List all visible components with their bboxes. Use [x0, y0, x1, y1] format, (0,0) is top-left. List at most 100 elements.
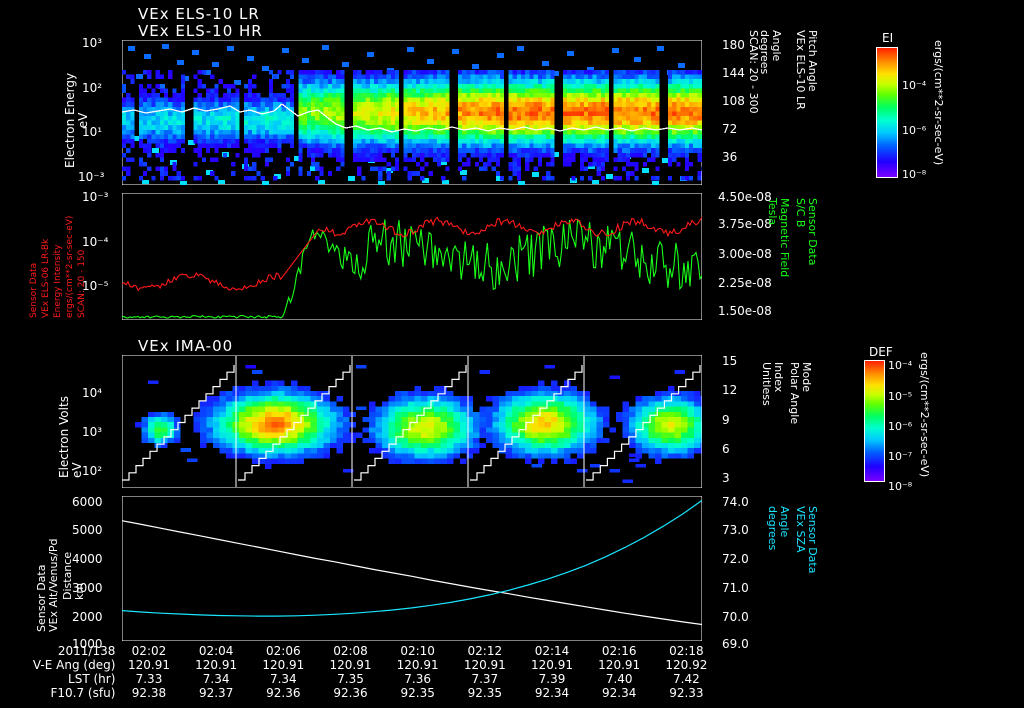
panel2-left-axis-label: Sensor Data [29, 262, 39, 318]
cell-f107-0: 92.38 [131, 686, 167, 700]
cell-lst-7: 7.40 [605, 672, 633, 686]
panel2-right-tick-4: 2.25e-08 [718, 276, 772, 290]
table-row-time: 2011/138 02:02 02:04 02:06 02:08 02:10 02:12 0… [0, 644, 720, 658]
panel3-right-tick-4: 6 [722, 442, 730, 456]
row-label-date: 2011/138 [57, 644, 116, 658]
panel4-right-tick-6: 69.0 [722, 637, 749, 651]
colorbar2-tick-2: 10⁻⁵ [888, 390, 913, 403]
panel4-left-axis-label: Sensor Data VEx Alt/Venus/Pd [35, 538, 60, 632]
cell-f107-7: 92.34 [602, 686, 637, 700]
panel3-right-tick-2: 12 [722, 383, 738, 397]
panel2-left-axis-label3: Energy Intensity [53, 244, 63, 318]
panel1-right-tick-36: 36 [722, 150, 738, 164]
cell-ve_ang-1: 120.91 [195, 658, 238, 672]
panel2-plot[interactable] [122, 193, 702, 320]
panel2-right-tick-3: 3.00e-08 [718, 247, 772, 261]
panel3-y-tick-2: 10³ [82, 425, 103, 439]
cell-times-2: 02:06 [266, 644, 301, 658]
colorbar2-units: ergs/(cm**2-sr-sec-eV) [918, 352, 931, 478]
panel1-y-tick-100: 10² [82, 81, 103, 95]
panel3-right-tick-1: 15 [722, 354, 738, 368]
colorbar1-units: ergs/(cm**2-sr-sec-eV) [932, 40, 945, 166]
panel3-title: VEx IMA-00 [138, 337, 234, 355]
cell-times-5: 02:12 [467, 644, 503, 658]
colorbar2-tick-1: 10⁻⁴ [888, 359, 913, 372]
cell-f107-4: 92.35 [400, 686, 435, 700]
table-row-f107: F10.7 (sfu) 92.38 92.37 92.36 92.36 92.35 92.… [0, 686, 720, 700]
cell-times-8: 02:18 [669, 644, 704, 658]
cell-ve_ang-0: 120.91 [127, 658, 170, 672]
cell-ve_ang-4: 120.91 [396, 658, 439, 672]
cell-f107-3: 92.36 [333, 686, 368, 700]
panel4-right-axis-sublabel: Angle degrees [766, 506, 791, 551]
panel1-right-axis-label: Pitch Angle VEx ELS-10 LR [794, 30, 819, 110]
panel1-plot[interactable] [122, 40, 702, 185]
row-label-veang: V-E Ang (deg) [32, 658, 116, 672]
panel4-y-tick-6: 1000 [72, 637, 103, 651]
panel2-y-tick-3: 10⁻⁵ [82, 279, 109, 293]
panel1-y-tick-1000: 10³ [82, 36, 103, 50]
panel4-y-tick-4: 3000 [72, 581, 103, 595]
cell-ve_ang-2: 120.91 [262, 658, 305, 672]
cell-times-4: 02:10 [400, 644, 435, 658]
panel1-y-tick-0001: 10⁻³ [78, 170, 105, 184]
panel2-right-tick-5: 1.50e-08 [718, 304, 772, 318]
cell-lst-4: 7.36 [404, 672, 432, 686]
panel1-right-axis-sublabel: Angle degrees SCAN: 20 - 300 [746, 30, 783, 114]
colorbar1-tick-3: 10⁻⁸ [902, 168, 927, 181]
row-label-lst: LST (hr) [68, 672, 116, 686]
panel2-left-axis-label4: ergs/(cm**2-sr-sec-eV) [65, 215, 75, 318]
cell-f107-2: 92.36 [266, 686, 301, 700]
panel1-right-tick-144: 144 [722, 66, 745, 80]
cell-f107-5: 92.35 [467, 686, 503, 700]
cell-f107-6: 92.34 [534, 686, 570, 700]
panel3-right-axis-label: Mode Polar Angle [788, 362, 813, 425]
cell-ve_ang-5: 120.91 [463, 658, 506, 672]
cell-lst-8: 7.42 [673, 672, 700, 686]
panel2-y-tick-2: 10⁻⁴ [82, 235, 109, 249]
panel1-right-tick-72: 72 [722, 122, 738, 136]
panel3-y-tick-3: 10² [82, 464, 103, 478]
colorbar1-tick-2: 10⁻⁶ [902, 124, 927, 137]
panel1-right-tick-180: 180 [722, 38, 745, 52]
panel4-right-axis-label: Sensor Data VEx SZA [794, 506, 819, 574]
panel1-right-tick-108: 108 [722, 94, 745, 108]
panel1-y-tick-10: 10¹ [82, 125, 103, 139]
panel2-left-axis-label2: VEx ELS-06 LR-Bk [41, 238, 51, 318]
panel3-plot[interactable] [122, 355, 702, 488]
cell-times-6: 02:14 [534, 644, 570, 658]
panel4-plot[interactable] [122, 496, 702, 641]
panel2-right-axis-sublabel: Magnetic Field Tesla [766, 198, 791, 278]
panel4-right-tick-3: 72.0 [722, 552, 749, 566]
cell-times-1: 02:04 [198, 644, 234, 658]
cell-lst-1: 7.34 [202, 672, 230, 686]
bottom-info-table: 2011/138 02:02 02:04 02:06 02:08 02:10 02:12 0… [0, 644, 720, 700]
cell-f107-8: 92.33 [669, 686, 704, 700]
cell-lst-6: 7.39 [538, 672, 566, 686]
panel3-right-tick-5: 3 [722, 471, 730, 485]
cell-f107-1: 92.37 [198, 686, 234, 700]
panel4-y-tick-3: 4000 [72, 552, 103, 566]
panel4-y-tick-1: 6000 [72, 495, 103, 509]
cell-lst-3: 7.35 [337, 672, 364, 686]
cell-lst-5: 7.37 [471, 672, 499, 686]
cell-times-7: 02:16 [601, 644, 637, 658]
panel3-right-axis-sublabel: Index Unitless [760, 362, 785, 406]
row-label-f107: F10.7 (sfu) [50, 686, 116, 700]
panel4-y-tick-5: 2000 [72, 610, 103, 624]
colorbar2 [864, 360, 885, 482]
cell-ve_ang-7: 120.91 [598, 658, 641, 672]
panel3-y-axis-label: Electron Volts eV [57, 396, 84, 478]
panel4-right-tick-1: 74.0 [722, 495, 749, 509]
cell-times-3: 02:08 [333, 644, 368, 658]
panel2-right-tick-2: 3.75e-08 [718, 217, 772, 231]
panel3-right-tick-3: 9 [722, 413, 730, 427]
colorbar1-title: EI [882, 31, 894, 45]
colorbar2-tick-4: 10⁻⁷ [888, 450, 913, 463]
panel3-y-tick-1: 10⁴ [82, 386, 103, 400]
table-row-veang: V-E Ang (deg) 120.91 120.91 120.91 120.91 12… [0, 658, 720, 672]
panel2-right-tick-1: 4.50e-08 [718, 190, 772, 204]
table-row-lst: LST (hr) 7.33 7.34 7.34 7.35 7.36 7.37 7.39 7.4… [0, 672, 720, 686]
cell-times-0: 02:02 [131, 644, 167, 658]
colorbar2-tick-5: 10⁻⁸ [888, 480, 913, 493]
